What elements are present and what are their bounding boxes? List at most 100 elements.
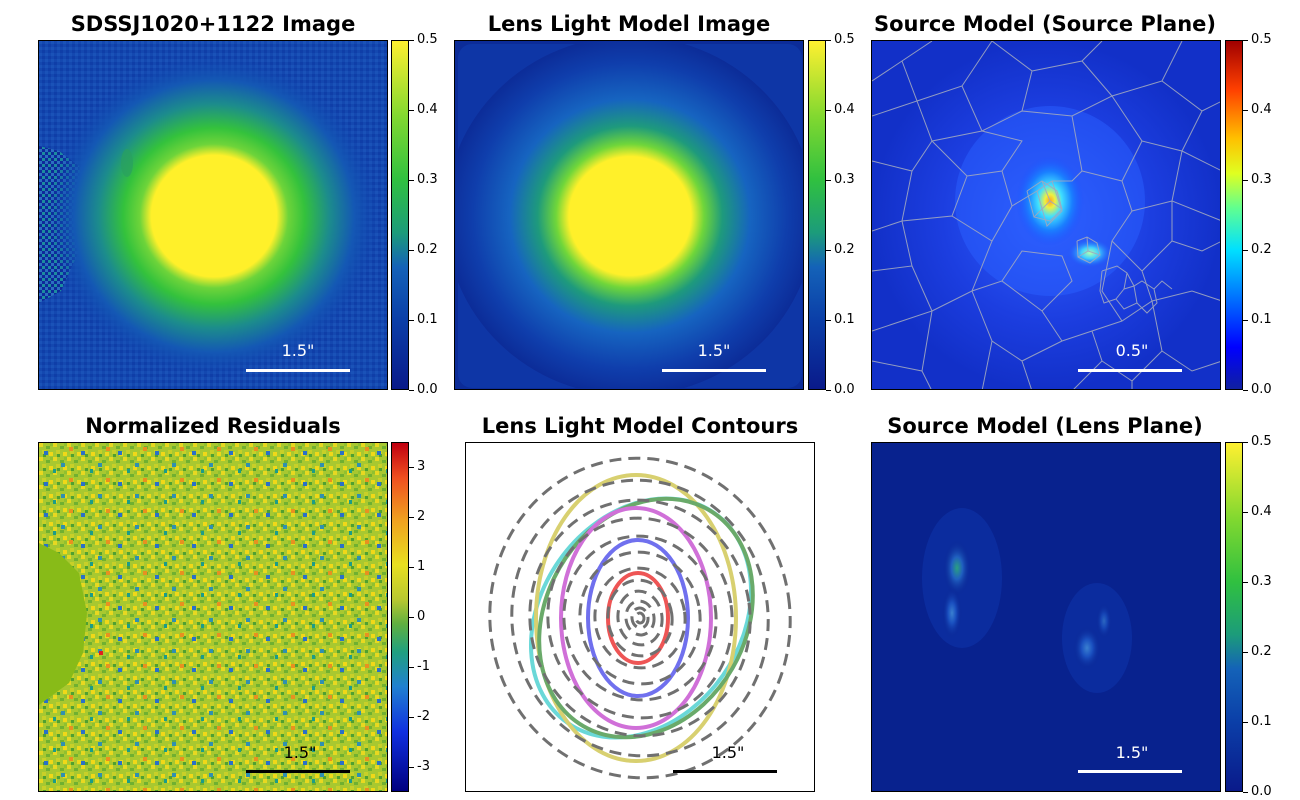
colorbar-lens-plane-tick-label: 0.0	[1251, 784, 1272, 799]
colorbar-source-plane-tick-label: 0.5	[1251, 32, 1272, 47]
colorbar-lens-plane-tickmark	[1243, 582, 1248, 583]
contour-blue-ellipse	[586, 538, 690, 698]
colorbar-lens-plane-tickmark	[1243, 652, 1248, 653]
contour-magenta-ellipse	[559, 506, 713, 730]
colorbar-residuals-tickmark	[409, 767, 414, 768]
scale-label-lens-plane: 1.5"	[1115, 743, 1149, 762]
colorbar-residuals-tickmark	[409, 667, 414, 668]
colorbar-source-plane-tickmark	[1243, 180, 1248, 181]
title-source-plane: Source Model (Source Plane)	[874, 12, 1216, 36]
colorbar-residuals	[391, 442, 409, 792]
title-residuals: Normalized Residuals	[85, 414, 341, 438]
contour-dashed-4	[562, 534, 718, 702]
colorbar-source-plane-tickmark	[1243, 250, 1248, 251]
colorbar-lens-plane-tick-label: 0.4	[1251, 504, 1272, 519]
colorbar-source-plane-tickmark	[1243, 390, 1248, 391]
colorbar-source-plane	[1225, 40, 1243, 390]
colorbar-lens-light-model-tick-label: 0.1	[834, 312, 855, 327]
scale-label-residuals: 1.5"	[283, 743, 317, 762]
colorbar-source-plane-tick-label: 0.1	[1251, 312, 1272, 327]
colorbar-source-plane-tickmark	[1243, 40, 1248, 41]
colorbar-data-image-tick-label: 0.5	[417, 32, 438, 47]
colorbar-data-image	[391, 40, 409, 390]
contour-dashed-1	[510, 478, 770, 758]
colorbar-lens-light-model-tickmark	[826, 250, 831, 251]
colorbar-source-plane-tickmark	[1243, 320, 1248, 321]
colorbar-data-image-tick-label: 0.1	[417, 312, 438, 327]
title-data-image: SDSSJ1020+1122 Image	[70, 12, 356, 36]
colorbar-residuals-tickmark	[409, 517, 414, 518]
colorbar-lens-light-model-tick-label: 0.4	[834, 102, 855, 117]
colorbar-source-plane-tickmark	[1243, 110, 1248, 111]
colorbar-residuals-tick-label: 2	[417, 509, 426, 524]
colorbar-data-image-tickmark	[409, 250, 414, 251]
colorbar-lens-light-model-tick-label: 0.2	[834, 242, 855, 257]
title-lens-plane: Source Model (Lens Plane)	[887, 414, 1203, 438]
data-image-panel	[38, 40, 388, 390]
colorbar-lens-light-model	[808, 40, 826, 390]
contour-yellow-ellipse	[534, 473, 738, 763]
contours-panel	[465, 442, 815, 792]
source-plane-panel	[871, 40, 1221, 390]
colorbar-data-image-tickmark	[409, 320, 414, 321]
colorbar-data-image-tickmark	[409, 40, 414, 41]
colorbar-source-plane-tick-label: 0.3	[1251, 172, 1272, 187]
colorbar-residuals-tickmark	[409, 467, 414, 468]
colorbar-source-plane-tick-label: 0.0	[1251, 382, 1272, 397]
colorbar-lens-plane-tickmark	[1243, 442, 1248, 443]
scale-label-lens-light-model: 1.5"	[697, 341, 731, 360]
colorbar-lens-plane-tick-label: 0.3	[1251, 574, 1272, 589]
colorbar-source-plane-tick-label: 0.2	[1251, 242, 1272, 257]
scale-bar-contours	[673, 770, 777, 773]
contour-plot	[488, 456, 792, 780]
colorbar-lens-light-model-tick-label: 0.0	[834, 382, 855, 397]
scale-bar-residuals	[246, 770, 350, 773]
colorbar-lens-light-model-tickmark	[826, 180, 831, 181]
colorbar-data-image-tick-label: 0.4	[417, 102, 438, 117]
colorbar-lens-light-model-tick-label: 0.3	[834, 172, 855, 187]
colorbar-lens-light-model-tick-label: 0.5	[834, 32, 855, 47]
colorbar-data-image-tickmark	[409, 180, 414, 181]
colorbar-lens-plane	[1225, 442, 1243, 792]
lens-plane-panel	[871, 442, 1221, 792]
colorbar-residuals-tick-label: -2	[417, 709, 430, 724]
colorbar-residuals-tick-label: 3	[417, 459, 426, 474]
colorbar-residuals-tickmark	[409, 617, 414, 618]
lens-light-model-panel	[454, 40, 804, 390]
colorbar-residuals-tick-label: 0	[417, 609, 426, 624]
colorbar-data-image-tick-label: 0.3	[417, 172, 438, 187]
contour-dashed-11	[634, 611, 646, 625]
contour-dashed-10	[630, 606, 650, 630]
colorbar-lens-plane-tick-label: 0.1	[1251, 714, 1272, 729]
scale-bar-lens-light-model	[662, 369, 766, 372]
colorbar-lens-plane-tickmark	[1243, 722, 1248, 723]
colorbar-data-image-tick-label: 0.0	[417, 382, 438, 397]
colorbar-lens-plane-tick-label: 0.2	[1251, 644, 1272, 659]
scale-label-source-plane: 0.5"	[1115, 341, 1149, 360]
colorbar-residuals-tickmark	[409, 717, 414, 718]
scale-bar-data-image	[246, 369, 350, 372]
colorbar-data-image-tickmark	[409, 390, 414, 391]
colorbar-lens-light-model-tickmark	[826, 110, 831, 111]
colorbar-source-plane-tick-label: 0.4	[1251, 102, 1272, 117]
contour-dashed-9	[624, 599, 656, 637]
scale-label-contours: 1.5"	[711, 743, 745, 762]
title-lens-light-model: Lens Light Model Image	[487, 12, 771, 36]
contour-dashed-2	[528, 498, 752, 738]
colorbar-lens-plane-tickmark	[1243, 792, 1248, 793]
scale-bar-source-plane	[1078, 369, 1182, 372]
scale-bar-lens-plane	[1078, 770, 1182, 773]
colorbar-residuals-tick-label: -1	[417, 659, 430, 674]
colorbar-data-image-tickmark	[409, 110, 414, 111]
colorbar-data-image-tick-label: 0.2	[417, 242, 438, 257]
colorbar-residuals-tickmark	[409, 567, 414, 568]
colorbar-lens-light-model-tickmark	[826, 390, 831, 391]
residuals-panel	[38, 442, 388, 792]
scale-label-data-image: 1.5"	[281, 341, 315, 360]
colorbar-residuals-tick-label: -3	[417, 759, 430, 774]
colorbar-residuals-tick-label: 1	[417, 559, 426, 574]
colorbar-lens-plane-tick-label: 0.5	[1251, 434, 1272, 449]
colorbar-lens-light-model-tickmark	[826, 320, 831, 321]
contour-dashed-7	[606, 578, 674, 658]
title-contours: Lens Light Model Contours	[481, 414, 799, 438]
